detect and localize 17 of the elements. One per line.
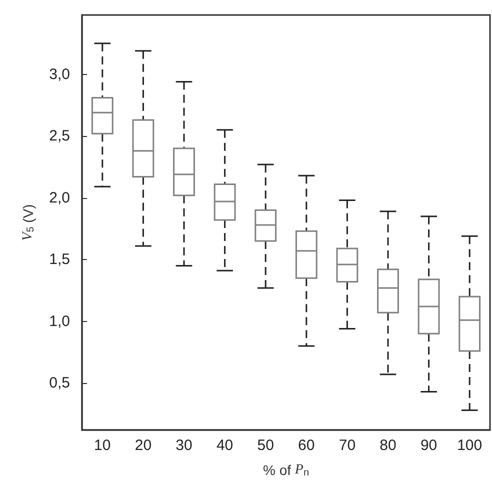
y-tick-label: 3,0 <box>49 66 70 83</box>
x-tick-label: 80 <box>380 437 396 454</box>
y-tick-label: 2,0 <box>49 189 70 206</box>
x-tick-label: 10 <box>94 437 111 454</box>
y-axis-title: V5 (V) <box>20 204 36 241</box>
x-tick-label: 70 <box>338 437 356 454</box>
x-tick-label: 60 <box>298 437 315 454</box>
x-tick-label: 100 <box>457 437 482 454</box>
y-tick-label: 1,0 <box>49 312 70 330</box>
y-tick-label: 2,5 <box>49 128 70 145</box>
x-tick-label: 40 <box>216 437 234 454</box>
y-tick-label: 1,5 <box>49 251 70 268</box>
x-tick-label: 30 <box>176 437 192 454</box>
y-tick-label: 0,5 <box>49 374 70 392</box>
x-tick-label: 50 <box>257 437 274 454</box>
x-tick-label: 90 <box>420 437 438 454</box>
x-tick-label: 20 <box>134 437 152 454</box>
